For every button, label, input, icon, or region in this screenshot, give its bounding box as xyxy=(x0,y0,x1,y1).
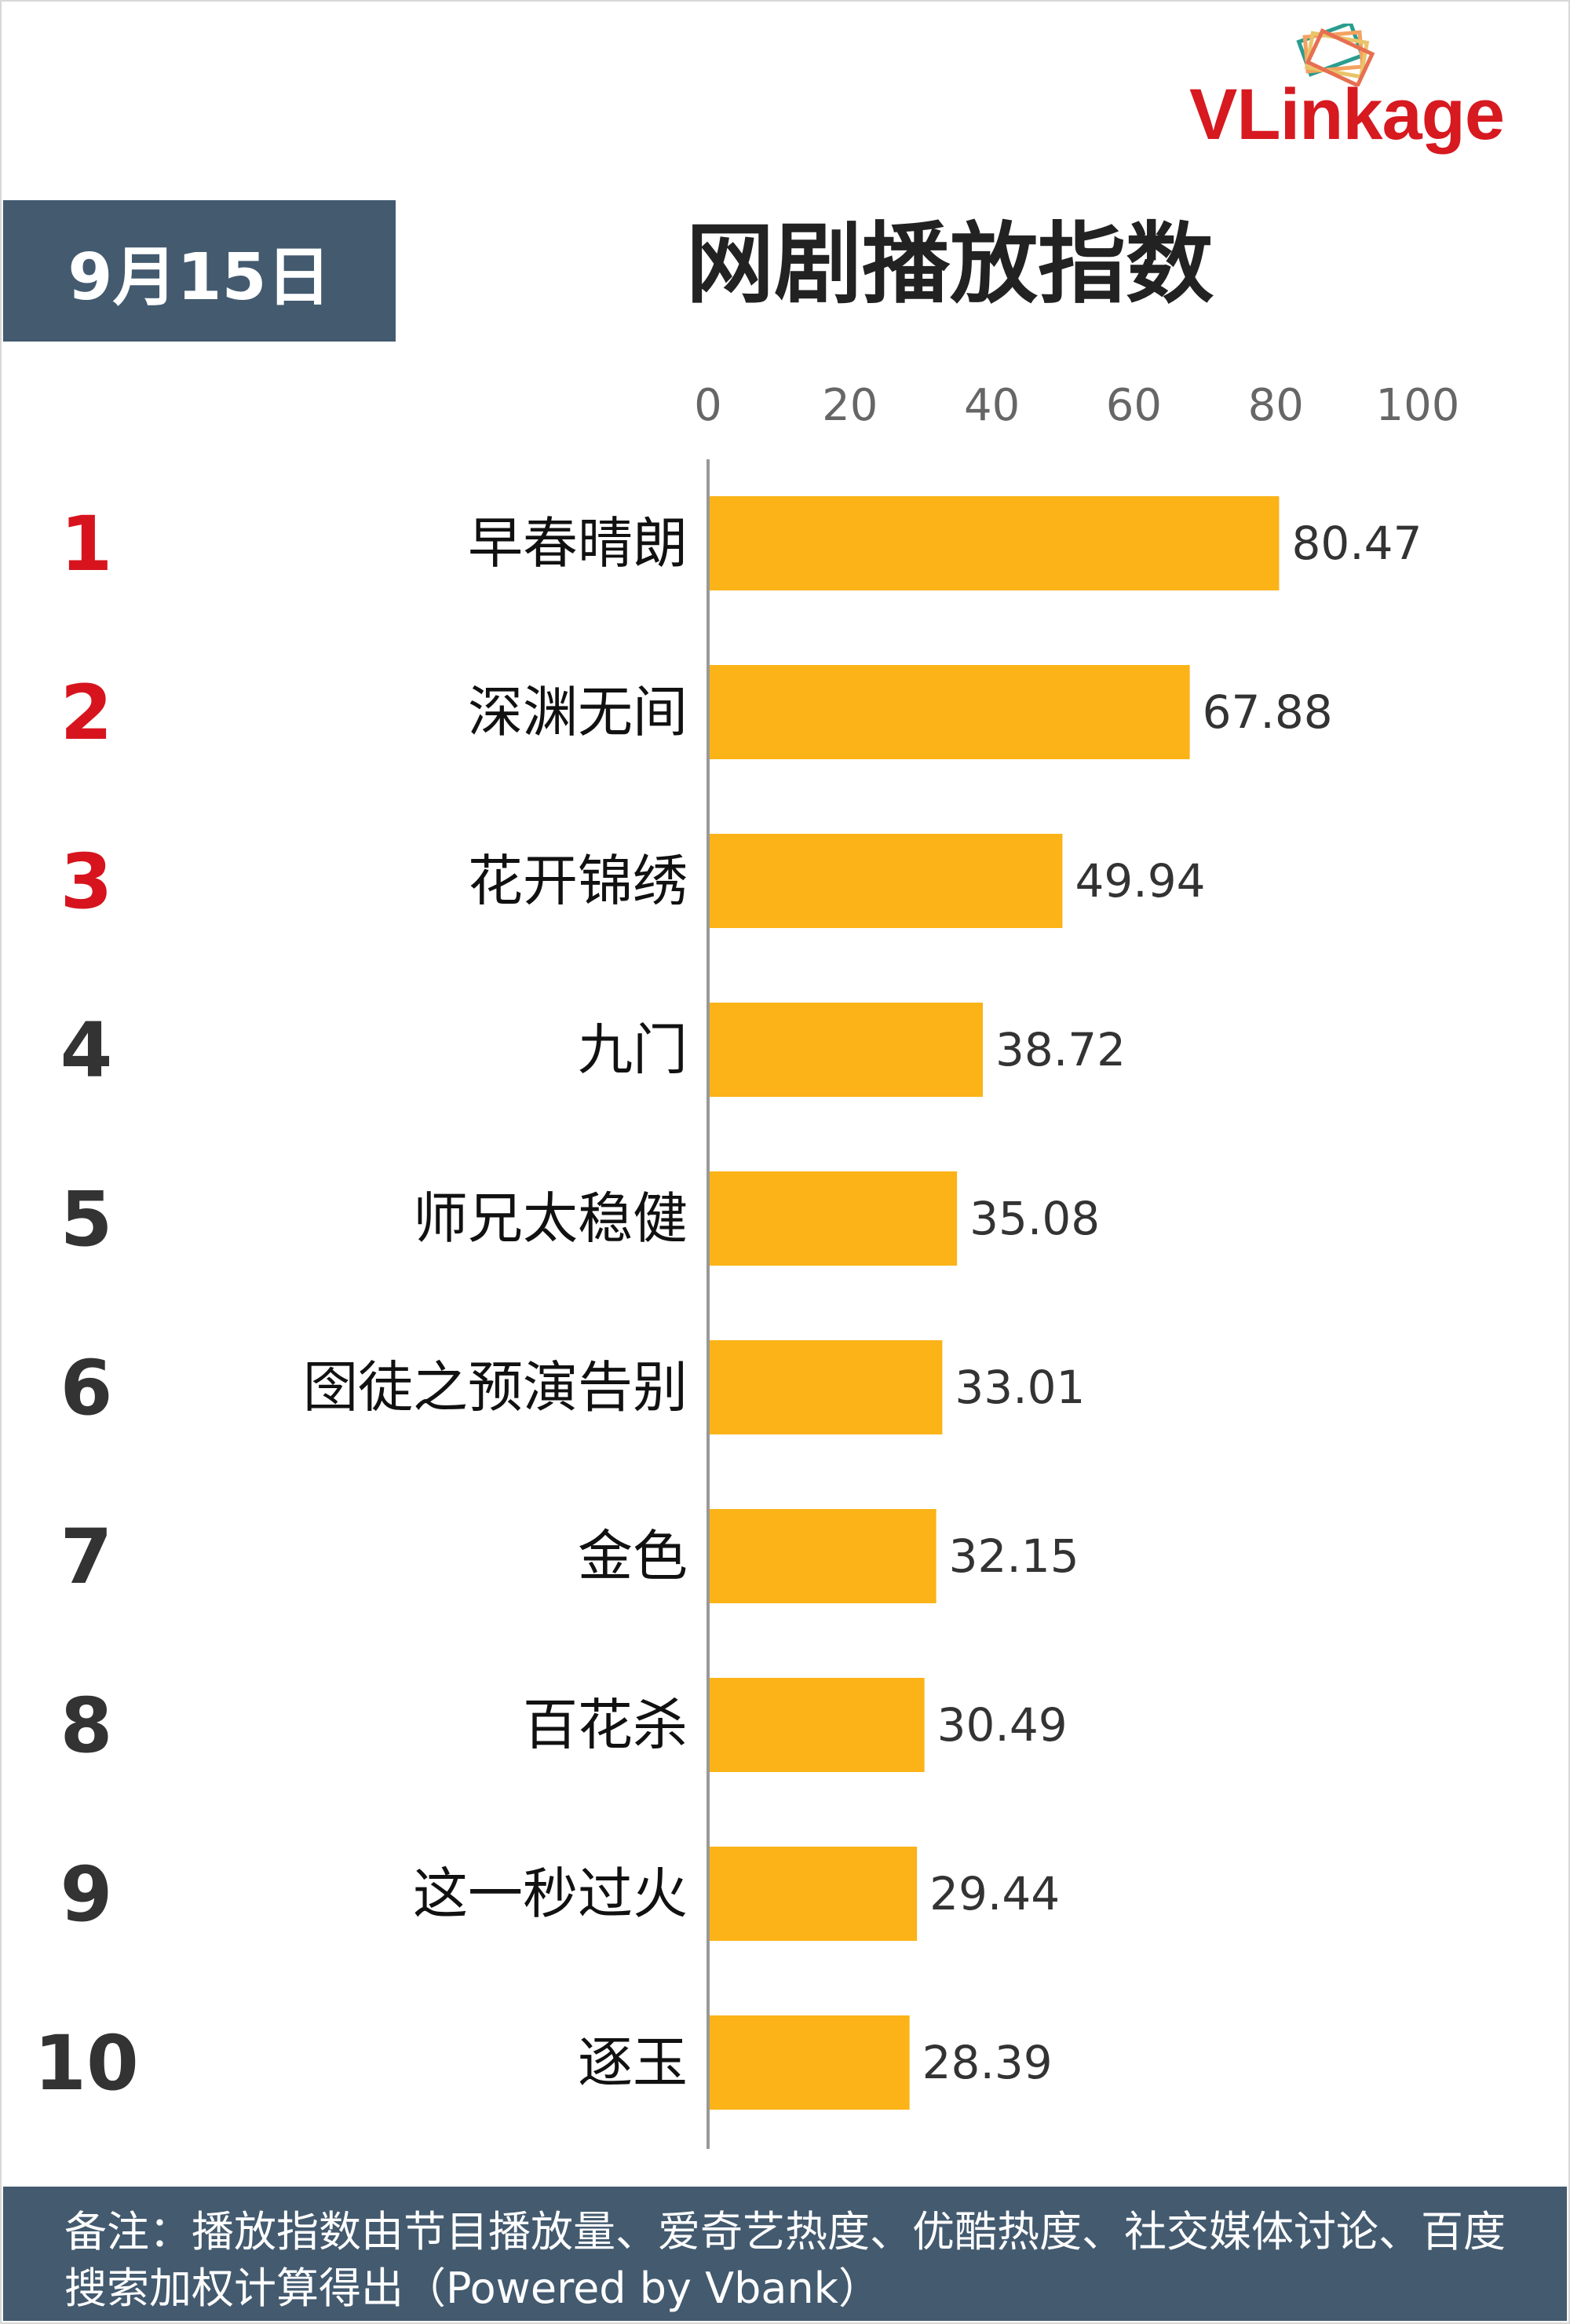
value-label: 67.88 xyxy=(1203,685,1333,739)
bar xyxy=(708,1847,918,1941)
rank-label: 6 xyxy=(60,1344,113,1432)
logo-cards-icon xyxy=(1296,24,1375,86)
bar xyxy=(708,1509,937,1603)
x-tick-label: 60 xyxy=(1106,380,1162,431)
bar-chart: 0 20 40 60 80 100 80.47 早春晴朗 1 67.88 深渊无间 2 49.94 花开锦… xyxy=(34,380,1460,2149)
x-tick-label: 80 xyxy=(1248,380,1304,431)
value-label: 49.94 xyxy=(1075,854,1205,908)
date-badge: 9月15日 xyxy=(3,200,396,342)
value-label: 38.72 xyxy=(995,1023,1126,1076)
bar xyxy=(708,1003,984,1097)
bar xyxy=(708,1340,943,1434)
category-label: 百花杀 xyxy=(523,1693,688,1757)
value-label: 35.08 xyxy=(969,1192,1100,1245)
footer-note: 备注：播放指数由节目播放量、爱奇艺热度、优酷热度、社交媒体讨论、百度搜索加权计算… xyxy=(3,2187,1567,2321)
bar xyxy=(708,665,1190,759)
bar xyxy=(708,1678,925,1772)
value-label: 80.47 xyxy=(1291,517,1422,570)
chart-title: 网剧播放指数 xyxy=(686,214,1214,316)
value-label: 33.01 xyxy=(955,1361,1085,1414)
brand-logo: VLinkage xyxy=(1189,24,1558,173)
logo-prefix: VL xyxy=(1189,75,1281,155)
rank-label: 3 xyxy=(60,838,113,926)
category-label: 这一秒过火 xyxy=(413,1862,688,1926)
category-label: 九门 xyxy=(578,1018,688,1082)
rank-label: 4 xyxy=(60,1007,113,1094)
value-label: 28.39 xyxy=(922,2036,1053,2089)
rank-label: 5 xyxy=(60,1175,113,1263)
bar xyxy=(708,2015,910,2110)
x-tick-label: 20 xyxy=(822,380,878,431)
x-tick-label: 40 xyxy=(964,380,1020,431)
rank-label: 10 xyxy=(34,2019,139,2107)
bar xyxy=(708,496,1280,590)
x-tick-label: 0 xyxy=(694,380,722,431)
category-label: 金色 xyxy=(578,1524,688,1588)
rank-label: 8 xyxy=(60,1682,113,1770)
rank-label: 9 xyxy=(60,1851,113,1938)
value-label: 29.44 xyxy=(929,1867,1060,1920)
rank-label: 1 xyxy=(60,500,113,588)
bar xyxy=(708,1171,958,1266)
category-label: 逐玉 xyxy=(578,2030,688,2095)
rank-label: 7 xyxy=(60,1513,113,1601)
logo-suffix: inkage xyxy=(1280,75,1505,155)
category-label: 深渊无间 xyxy=(468,680,688,744)
rank-label: 2 xyxy=(60,669,113,757)
value-label: 32.15 xyxy=(949,1529,1079,1583)
value-label: 30.49 xyxy=(937,1698,1068,1752)
category-label: 早春晴朗 xyxy=(468,511,688,576)
logo-wordmark: VLinkage xyxy=(1189,79,1505,151)
category-label: 师兄太稳健 xyxy=(413,1186,688,1251)
category-label: 花开锦绣 xyxy=(468,849,688,913)
category-label: 囹徒之预演告别 xyxy=(303,1355,688,1420)
bar xyxy=(708,834,1063,928)
x-tick-label: 100 xyxy=(1376,380,1460,431)
